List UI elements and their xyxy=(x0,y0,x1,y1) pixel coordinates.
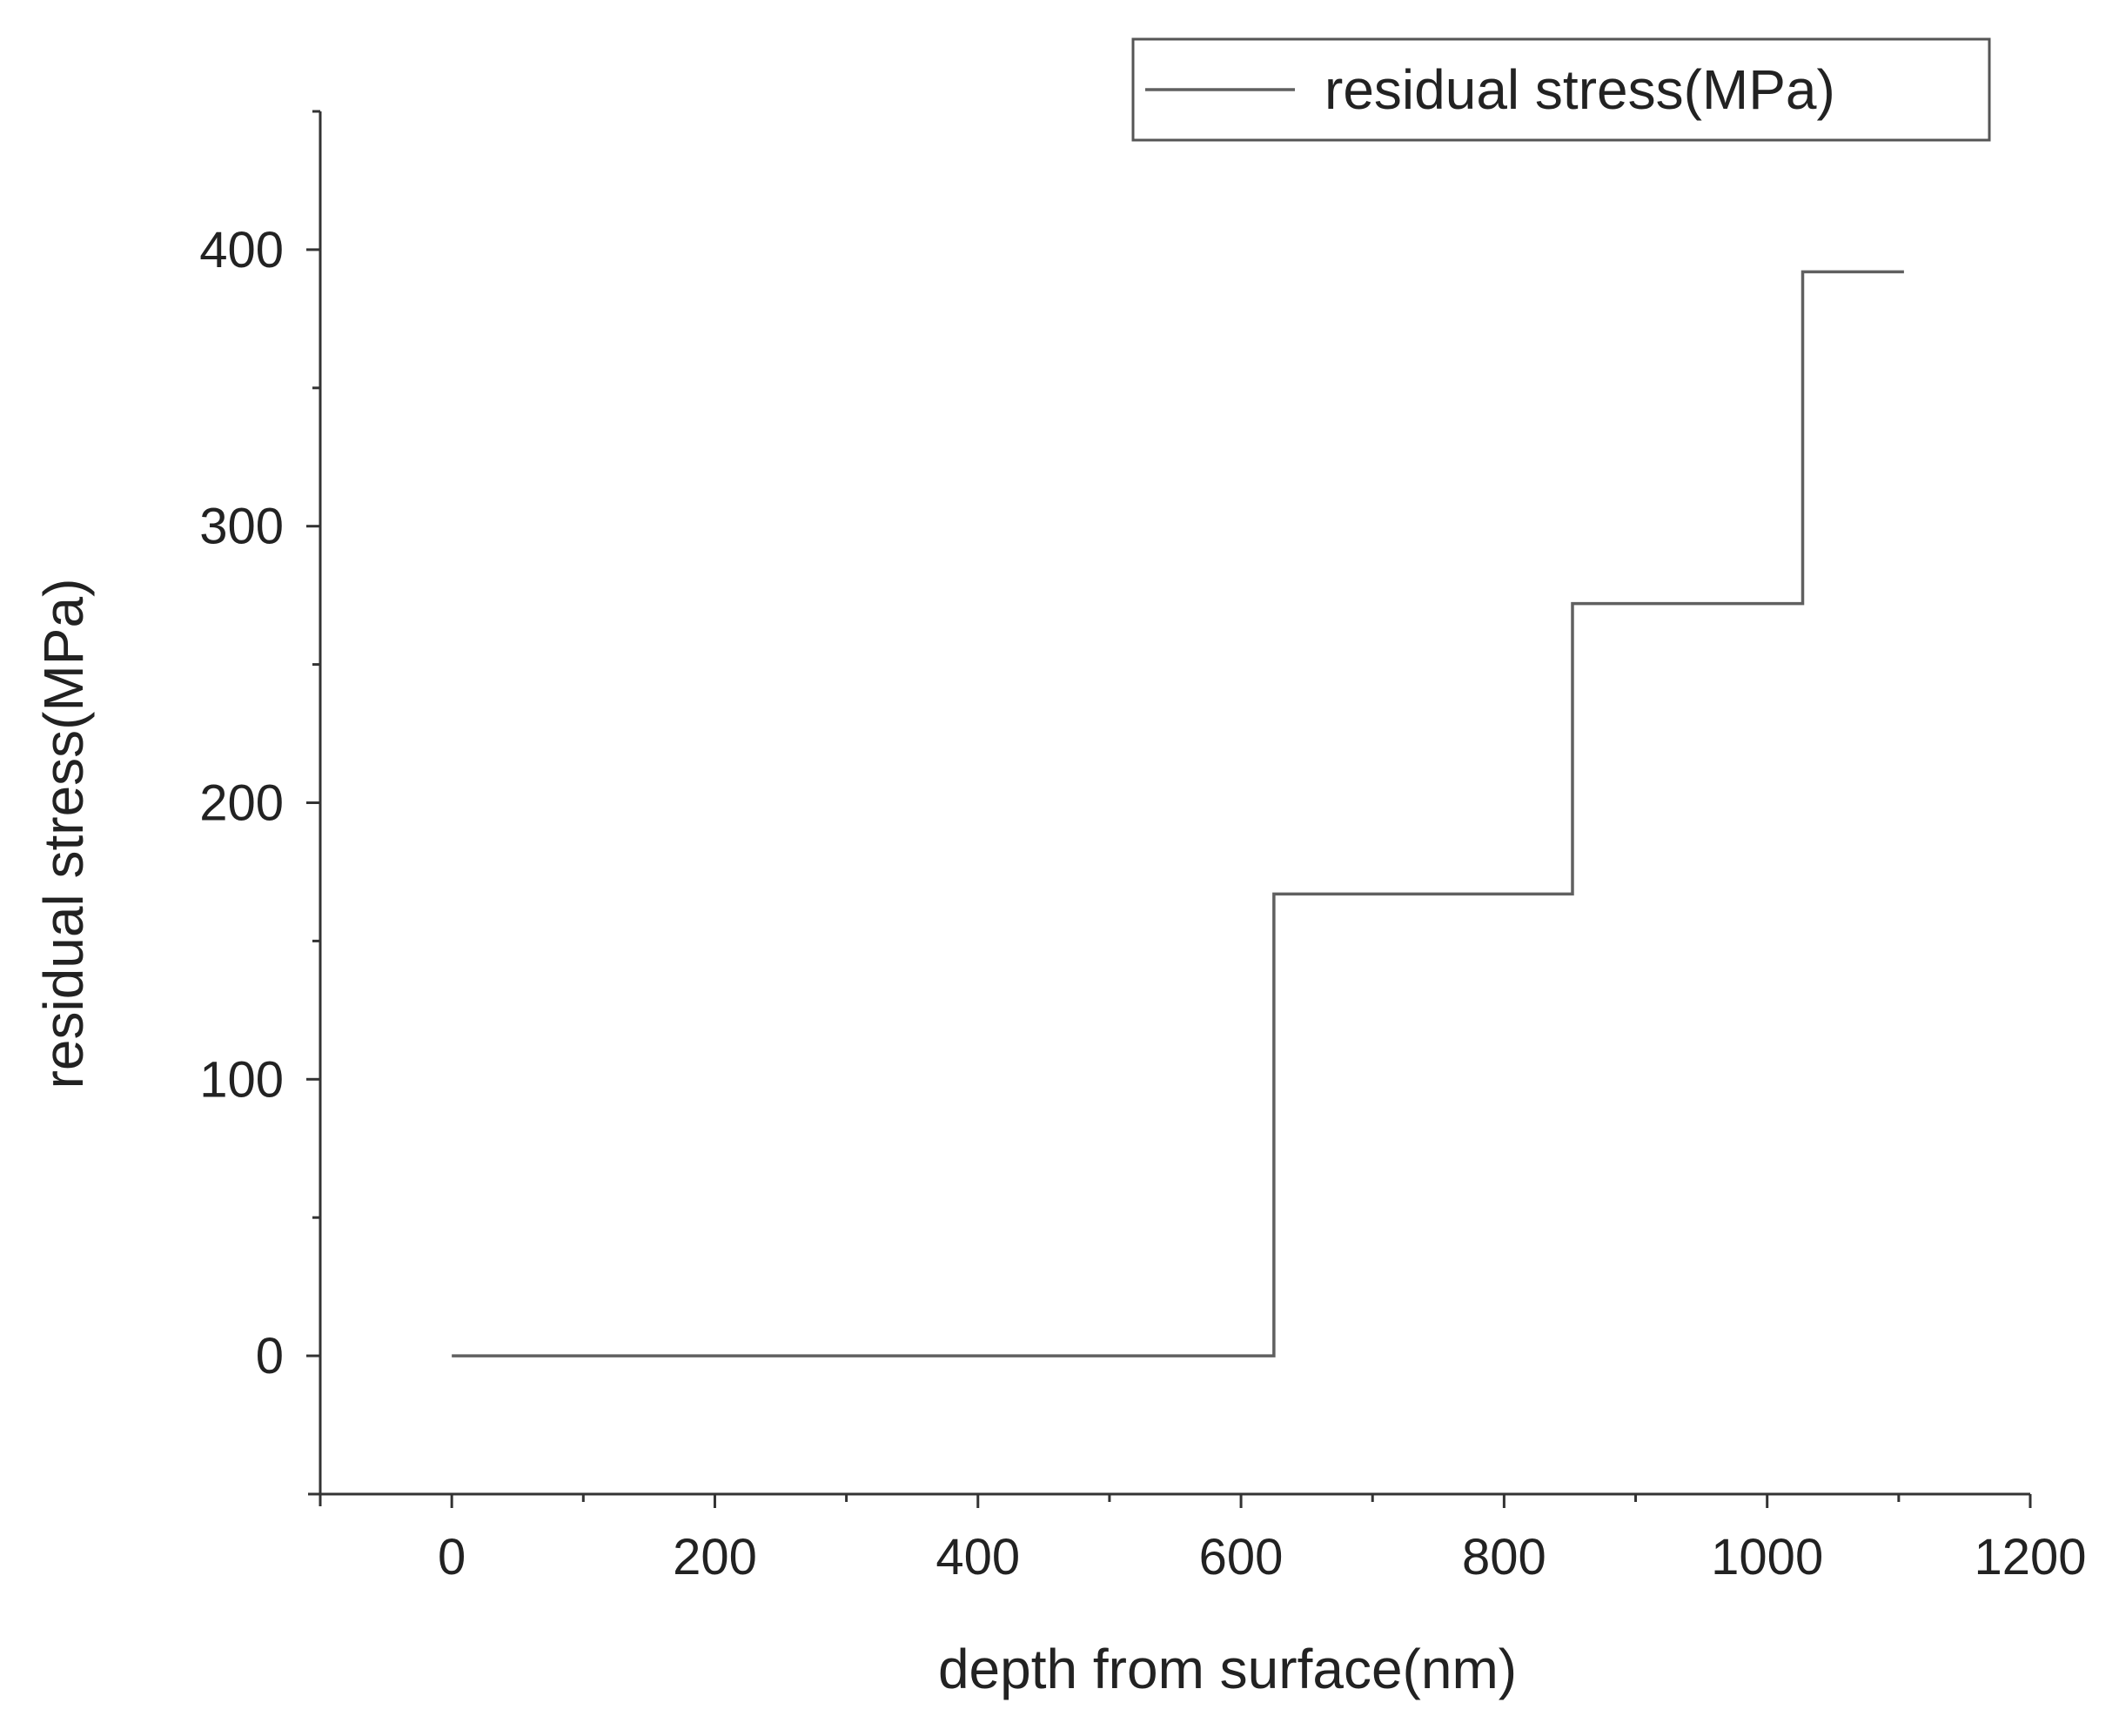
x-tick-label: 200 xyxy=(673,1529,757,1585)
x-tick-label: 0 xyxy=(438,1529,466,1585)
x-tick-label: 1000 xyxy=(1711,1529,1823,1585)
y-tick-label: 400 xyxy=(199,222,284,278)
y-tick-label: 0 xyxy=(256,1328,284,1384)
y-tick-label: 100 xyxy=(199,1051,284,1108)
axes xyxy=(308,111,2030,1506)
y-tick-label: 300 xyxy=(199,499,284,555)
x-tick-label: 800 xyxy=(1462,1529,1546,1585)
ticks: 0 200 400 600 800 1000 1200 0 100 200 300 400 xyxy=(199,110,2087,1585)
y-axis-title: residual stress(MPa) xyxy=(32,579,95,1089)
x-tick-label: 400 xyxy=(935,1529,1020,1585)
legend-label: residual stress(MPa) xyxy=(1324,58,1835,121)
x-tick-label: 1200 xyxy=(1974,1529,2086,1585)
series-lines xyxy=(452,270,1904,1357)
legend: residual stress(MPa) xyxy=(1131,37,1991,142)
y-tick-label: 200 xyxy=(199,775,284,832)
x-axis-title: depth from surface(nm) xyxy=(938,1638,1517,1700)
series-line xyxy=(452,270,1904,1357)
x-tick-label: 600 xyxy=(1199,1529,1284,1585)
